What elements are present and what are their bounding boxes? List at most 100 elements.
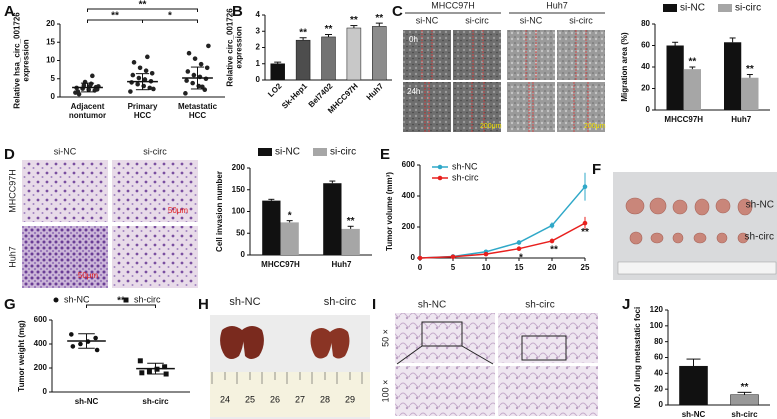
significance-label: **	[550, 245, 558, 256]
x-tick-label: Huh7	[365, 81, 386, 102]
legend-label: sh-circ	[134, 294, 161, 304]
y-tick-label: 20	[654, 384, 663, 393]
x-tick-label: Huh7	[731, 115, 752, 124]
point	[70, 344, 76, 349]
significance-label: *	[168, 11, 172, 22]
significance-label: **	[325, 24, 333, 35]
group-label: Huh7	[546, 0, 568, 10]
point	[88, 81, 94, 87]
x-tick-label: 15	[515, 263, 524, 272]
row-label: sh-circ	[745, 232, 774, 243]
y-tick-label: 200	[232, 163, 246, 172]
image-cell	[112, 160, 198, 222]
y-axis-label: NO. of lung metastatic foci	[633, 307, 642, 408]
image-cell	[395, 366, 495, 416]
bar	[346, 27, 362, 81]
ruler-number: 26	[270, 394, 280, 404]
legend-label: sh-NC	[452, 161, 478, 171]
column-label: sh-NC	[418, 300, 446, 311]
row-label: MHCC97H	[7, 169, 17, 213]
x-tick-label: sh-NC	[75, 397, 99, 406]
bar	[372, 26, 387, 81]
group-label: MHCC97H	[431, 0, 475, 10]
point	[198, 61, 204, 67]
x-tick-label: 25	[581, 263, 590, 272]
bar	[741, 77, 759, 110]
y-tick-label: 40	[641, 62, 650, 71]
column-label: si-circ	[569, 15, 593, 25]
image-cell	[498, 313, 598, 363]
legend-swatch	[663, 4, 677, 12]
significance-label: **	[375, 13, 383, 24]
row-label: 100 ×	[380, 380, 390, 403]
point	[147, 85, 153, 91]
y-tick-label: 60	[641, 41, 650, 50]
x-tick-label: HCC	[134, 111, 152, 120]
column-label: si-circ	[143, 146, 167, 156]
image-cell	[507, 82, 555, 132]
lung	[310, 328, 350, 359]
point	[417, 255, 423, 261]
legend-marker	[53, 297, 59, 303]
legend-label: si-circ	[735, 3, 761, 14]
x-tick-label: nontumor	[69, 111, 106, 120]
y-tick-label: 600	[402, 160, 416, 169]
image-cell	[557, 30, 605, 80]
ruler	[617, 261, 777, 275]
y-tick-label: 0	[51, 92, 56, 101]
migration-images: MHCC97H Huh7 si-NC si-circ si-NC si-circ…	[403, 0, 606, 132]
y-tick-label: 0	[43, 387, 48, 396]
image-cell	[112, 226, 198, 288]
column-label: sh-circ	[324, 296, 357, 308]
x-tick-label: sh-circ	[142, 397, 169, 406]
panel-letter: F	[592, 161, 601, 178]
x-tick-label: LO2	[266, 81, 284, 99]
y-tick-label: 4	[256, 10, 261, 19]
point	[128, 89, 133, 94]
significance-bracket	[142, 19, 198, 23]
wound-edges	[421, 30, 589, 132]
image-cell	[395, 313, 495, 363]
panel-letter: I	[372, 296, 376, 313]
row-label: 24h	[407, 87, 420, 96]
image-cell	[22, 226, 108, 288]
ruler-number: 28	[320, 394, 330, 404]
point	[162, 364, 168, 370]
legend-label: si-NC	[680, 3, 705, 14]
lung-photo: sh-NC sh-circ	[210, 296, 370, 419]
zoom-line	[396, 345, 423, 365]
point	[82, 79, 88, 85]
point	[582, 220, 588, 226]
y-tick-label: 1	[256, 59, 261, 68]
significance-label: **	[111, 11, 119, 22]
x-tick-label: Metastatic	[178, 102, 218, 111]
significance-bracket	[87, 8, 198, 12]
point	[186, 50, 192, 56]
column-label: si-circ	[465, 15, 489, 25]
y-tick-label: 2	[256, 43, 261, 52]
zoom-line	[461, 345, 494, 365]
bar	[270, 63, 285, 81]
y-tick-label: 200	[34, 363, 48, 372]
point	[151, 86, 156, 92]
legend-label: si-circ	[330, 147, 356, 158]
point	[192, 56, 198, 61]
y-axis-label: Relative hsa_circ_001726	[13, 12, 22, 109]
x-tick-label: MHCC97H	[664, 115, 703, 124]
image-cell	[22, 160, 108, 222]
point	[483, 251, 489, 257]
significance-label: **	[688, 57, 696, 68]
zoom-box	[521, 335, 567, 361]
y-tick-label: 150	[232, 185, 246, 194]
significance-label: **	[741, 382, 749, 393]
tumor-photo: sh-NC sh-circ	[613, 172, 777, 280]
point	[549, 223, 555, 228]
bar	[724, 42, 742, 110]
y-tick-label: 100	[232, 207, 246, 216]
point	[184, 78, 189, 83]
panel-letter: E	[380, 146, 390, 163]
point	[130, 72, 136, 78]
point	[137, 358, 143, 364]
y-axis-label: expression	[22, 39, 31, 81]
point	[516, 246, 522, 251]
